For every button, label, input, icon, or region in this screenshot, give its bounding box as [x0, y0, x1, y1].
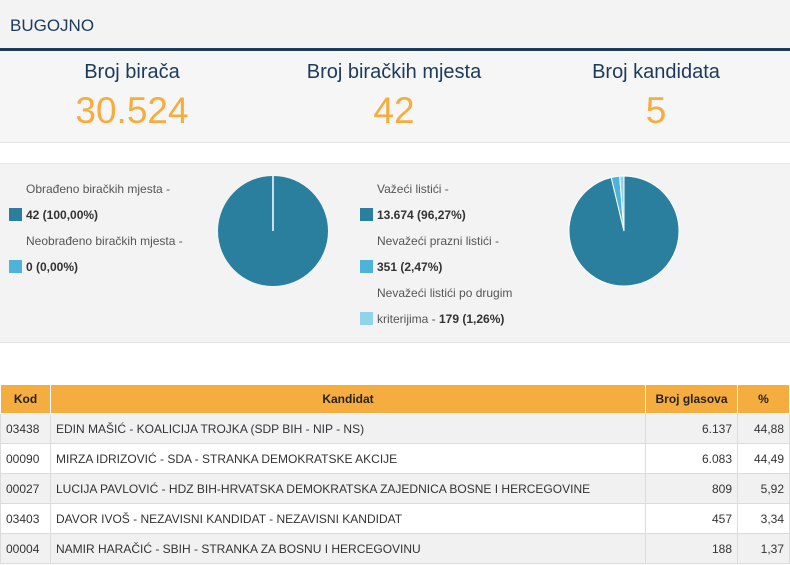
polling-chart-legend: Obrađeno biračkih mjesta - 42 (100,00%) …: [9, 176, 199, 280]
stat-polling-stations: Broj biračkih mjesta 42: [274, 61, 514, 132]
legend-value: 13.674 (96,27%): [377, 208, 466, 222]
polling-pie-chart: [218, 176, 328, 286]
cell-code: 00090: [0, 443, 51, 474]
legend-swatch: [360, 260, 373, 273]
stat-voters-value: 30.524: [75, 90, 189, 131]
legend-value: 351 (2,47%): [377, 260, 443, 274]
summary-stats: Broj birača 30.524 Broj biračkih mjesta …: [0, 51, 790, 143]
legend-item: Nevažeći prazni listići - 351 (2,47%): [360, 228, 545, 280]
stat-polling-stations-value: 42: [373, 90, 415, 131]
cell-code: 03403: [0, 503, 51, 534]
stat-voters: Broj birača 30.524: [12, 61, 252, 132]
municipality-header: BUGOJNO: [0, 0, 790, 51]
cell-code: 03438: [0, 413, 51, 444]
ballot-chart-legend: Važeći listići - 13.674 (96,27%) Nevažeć…: [360, 176, 545, 332]
stat-candidates-label: Broj kandidata: [592, 61, 720, 83]
legend-label: Obrađeno biračkih mjesta -: [26, 182, 171, 196]
cell-percent: 3,34: [737, 503, 790, 534]
legend-label: Neobrađeno biračkih mjesta -: [26, 234, 183, 248]
legend-value: 42 (100,00%): [26, 208, 99, 222]
cell-votes: 6.083: [645, 443, 738, 474]
legend-value: 0 (0,00%): [26, 260, 79, 274]
table-row: 03403 DAVOR IVOŠ - NEZAVISNI KANDIDAT - …: [0, 503, 790, 534]
legend-item: Važeći listići - 13.674 (96,27%): [360, 176, 545, 228]
cell-code: 00004: [0, 533, 51, 564]
legend-label: Nevažeći listići po drugim kriterijima -: [377, 286, 513, 326]
municipality-title: BUGOJNO: [10, 16, 95, 35]
stat-candidates: Broj kandidata 5: [536, 61, 776, 132]
legend-item: Neobrađeno biračkih mjesta - 0 (0,00%): [9, 228, 199, 280]
cell-votes: 809: [645, 473, 738, 504]
legend-swatch: [9, 208, 22, 221]
cell-percent: 44,88: [737, 413, 790, 444]
legend-swatch: [9, 260, 22, 273]
cell-candidate: DAVOR IVOŠ - NEZAVISNI KANDIDAT - NEZAVI…: [50, 503, 646, 534]
pie-slice-invalid-other: [619, 175, 625, 232]
legend-swatch: [360, 312, 373, 325]
legend-value: 179 (1,26%): [439, 312, 505, 326]
column-header-votes: Broj glasova: [645, 384, 738, 414]
table-row: 00027 LUCIJA PAVLOVIĆ - HDZ BIH-HRVATSKA…: [0, 473, 790, 504]
cell-candidate: EDIN MAŠIĆ - KOALICIJA TROJKA (SDP BIH -…: [50, 413, 646, 444]
cell-candidate: MIRZA IDRIZOVIĆ - SDA - STRANKA DEMOKRAT…: [50, 443, 646, 474]
cell-code: 00027: [0, 473, 51, 504]
table-header-row: Kod Kandidat Broj glasova %: [0, 384, 790, 414]
legend-item: Obrađeno biračkih mjesta - 42 (100,00%): [9, 176, 199, 228]
table-row: 03438 EDIN MAŠIĆ - KOALICIJA TROJKA (SDP…: [0, 413, 790, 444]
legend-label: Važeći listići -: [377, 182, 449, 196]
stat-candidates-value: 5: [645, 90, 667, 131]
legend-item: Nevažeći listići po drugim kriterijima -…: [360, 280, 545, 332]
table-row: 00090 MIRZA IDRIZOVIĆ - SDA - STRANKA DE…: [0, 443, 790, 474]
cell-votes: 457: [645, 503, 738, 534]
table-row: 00004 NAMIR HARAČIĆ - SBIH - STRANKA ZA …: [0, 533, 790, 564]
column-header-percent: %: [737, 384, 790, 414]
legend-swatch: [360, 208, 373, 221]
results-table: Kod Kandidat Broj glasova % 03438 EDIN M…: [0, 384, 790, 564]
ballot-pie-chart: [568, 175, 680, 287]
cell-candidate: NAMIR HARAČIĆ - SBIH - STRANKA ZA BOSNU …: [50, 533, 646, 564]
charts-panel: Obrađeno biračkih mjesta - 42 (100,00%) …: [0, 163, 790, 343]
cell-percent: 1,37: [737, 533, 790, 564]
cell-candidate: LUCIJA PAVLOVIĆ - HDZ BIH-HRVATSKA DEMOK…: [50, 473, 646, 504]
legend-label: Nevažeći prazni listići -: [377, 234, 500, 248]
column-header-candidate: Kandidat: [50, 384, 646, 414]
cell-percent: 44,49: [737, 443, 790, 474]
stat-voters-label: Broj birača: [84, 61, 180, 83]
cell-percent: 5,92: [737, 473, 790, 504]
stat-polling-stations-label: Broj biračkih mjesta: [306, 61, 482, 83]
cell-votes: 6.137: [645, 413, 738, 444]
cell-votes: 188: [645, 533, 738, 564]
column-header-code: Kod: [0, 384, 51, 414]
